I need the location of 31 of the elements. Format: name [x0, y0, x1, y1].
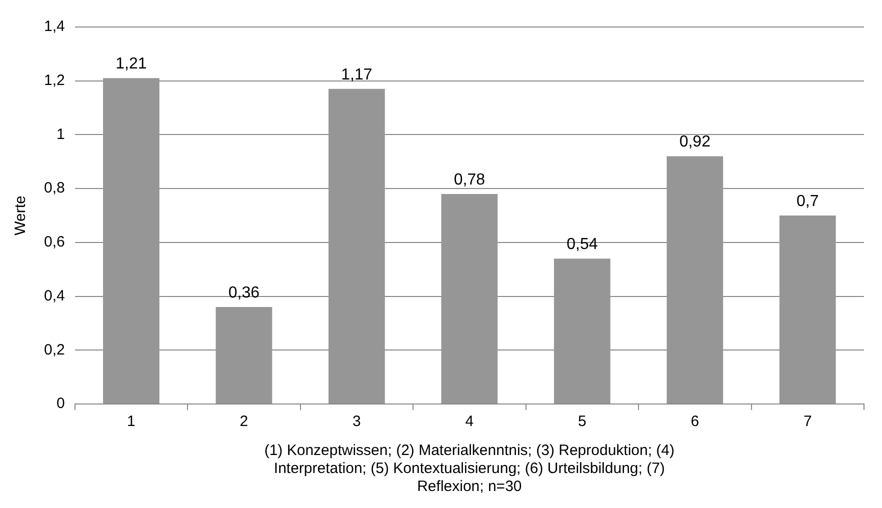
x-tick-label: 4 — [465, 413, 474, 430]
x-tick-label: 5 — [578, 413, 586, 430]
bar — [554, 258, 610, 404]
data-label: 0,36 — [228, 284, 260, 302]
bar — [779, 216, 836, 404]
bar — [328, 88, 385, 404]
data-label: 0,7 — [796, 192, 819, 210]
data-label: 1,21 — [116, 56, 147, 73]
bar — [666, 156, 724, 404]
bar — [441, 194, 498, 404]
data-label: 1,17 — [341, 66, 372, 84]
data-label: 0,92 — [679, 134, 711, 151]
x-tick-label: 1 — [127, 413, 136, 430]
data-label: 0,54 — [566, 236, 598, 253]
data-label: 0,78 — [454, 171, 486, 188]
y-tick-label: 0,6 — [44, 234, 65, 251]
y-axis-title: Werte — [12, 196, 30, 236]
y-tick-label: 0,4 — [44, 287, 65, 304]
y-tick-label: 1,4 — [44, 18, 65, 36]
bar — [103, 78, 160, 404]
x-tick-label: 2 — [240, 413, 248, 430]
x-tick-label: 6 — [690, 413, 700, 430]
x-tick-label: 3 — [352, 413, 361, 430]
y-tick-label: 1,2 — [44, 72, 65, 89]
y-tick-label: 0,2 — [44, 341, 65, 358]
y-tick-label: 0,8 — [44, 180, 65, 197]
x-axis-title: (1) Konzeptwissen; (2) Materialkenntnis; (3) Reproduktion; (4) Interpretation; (5) Kontextualisierung; (6) Urteilsbildung; (7) Reflexion; n=30 — [264, 442, 675, 496]
x-tick-label: 7 — [803, 413, 812, 430]
y-tick-label: 0 — [56, 395, 65, 412]
y-tick-label: 1 — [56, 126, 65, 143]
bar — [216, 307, 272, 404]
